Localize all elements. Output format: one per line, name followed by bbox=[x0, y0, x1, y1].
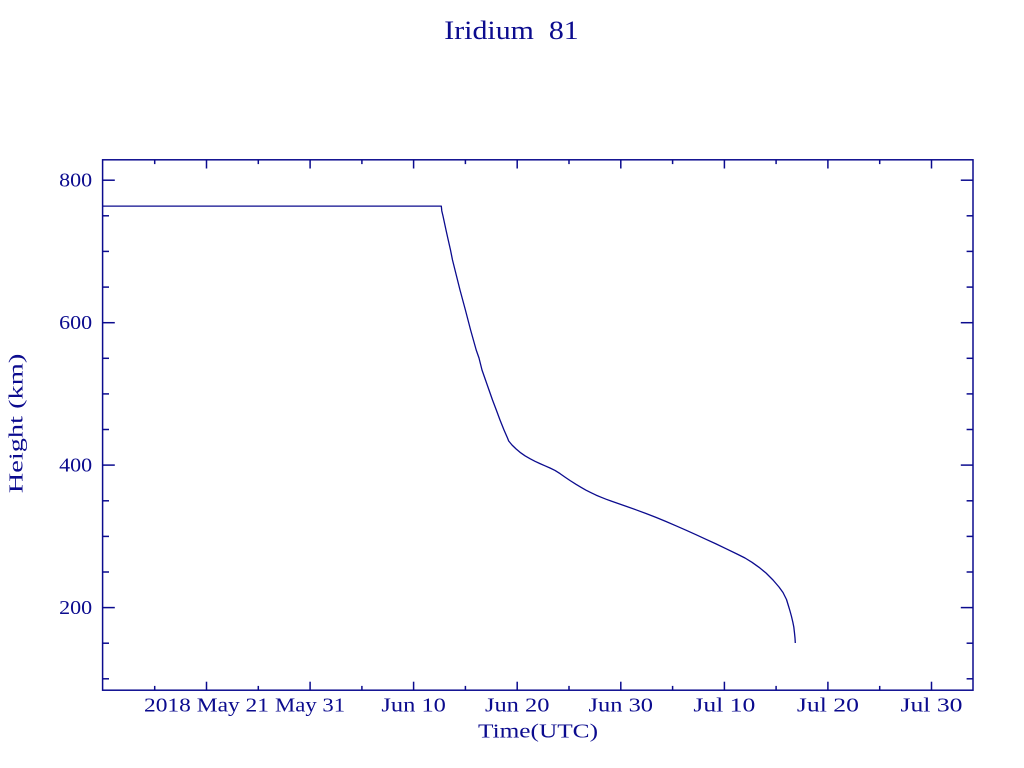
svg-text:May 31: May 31 bbox=[275, 695, 345, 717]
svg-text:400: 400 bbox=[59, 454, 92, 476]
svg-text:2018 May 21: 2018 May 21 bbox=[144, 695, 269, 717]
svg-text:800: 800 bbox=[59, 170, 92, 192]
svg-text:200: 200 bbox=[59, 597, 92, 619]
svg-text:Jul 30: Jul 30 bbox=[900, 695, 962, 717]
svg-text:600: 600 bbox=[59, 312, 92, 334]
svg-text:Height (km): Height (km) bbox=[5, 354, 27, 494]
svg-text:Jul 10: Jul 10 bbox=[693, 695, 755, 717]
svg-text:Jun 10: Jun 10 bbox=[381, 695, 446, 717]
svg-text:Time(UTC): Time(UTC) bbox=[478, 721, 598, 743]
svg-text:Iridium 81: Iridium 81 bbox=[444, 16, 579, 45]
svg-text:Jul 20: Jul 20 bbox=[797, 695, 859, 717]
svg-text:Jun 30: Jun 30 bbox=[589, 695, 654, 717]
svg-text:Jun 20: Jun 20 bbox=[485, 695, 550, 717]
